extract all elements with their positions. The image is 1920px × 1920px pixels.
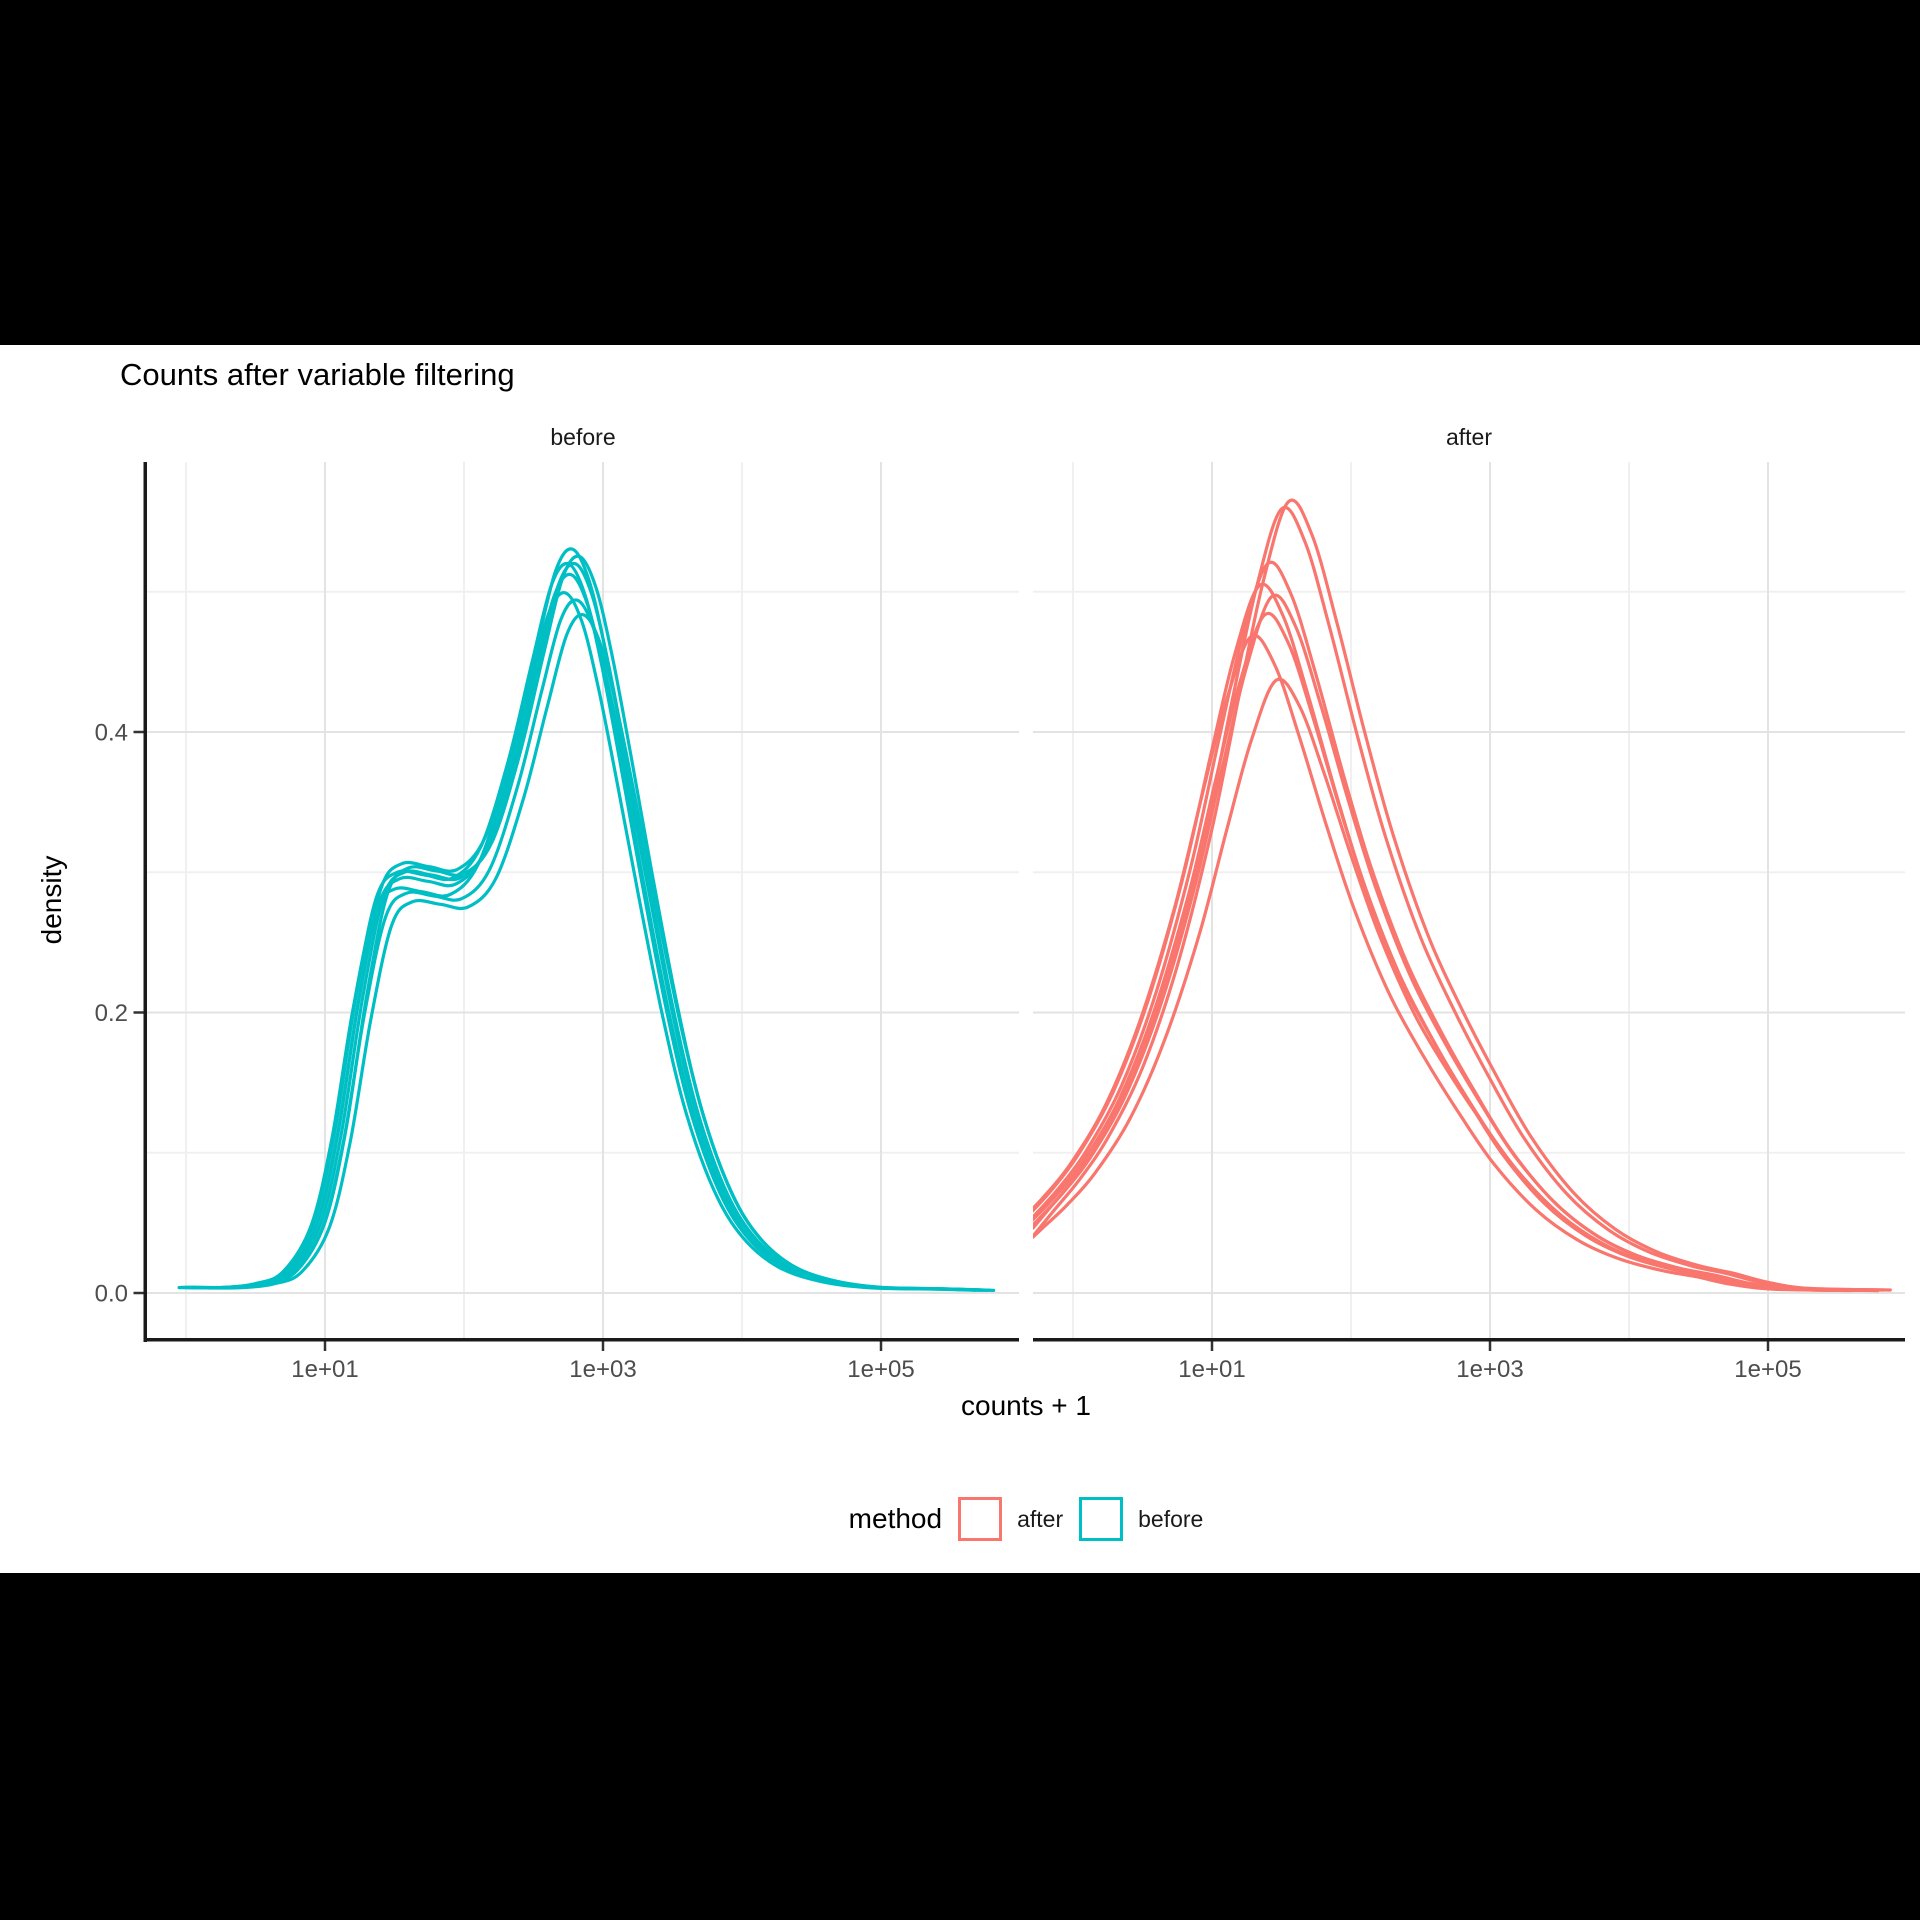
x-axis-line (143, 1338, 1019, 1342)
y-tick-label: 0.0 (95, 1281, 128, 1308)
density-curve-after-curve-2 (1033, 582, 1863, 1292)
facet-strip-after: after (1445, 424, 1493, 450)
x-tick-label: 1e+05 (1734, 1356, 1801, 1383)
facet-strip-before: before (550, 424, 616, 450)
legend-item-after: after (958, 1497, 1063, 1541)
plot-area: 1e+01 1e+03 1e+05 1e+01 1e+03 1e+05 0.0 0.2 0.4 (95, 462, 1905, 1383)
density-curve-before-curve-4 (184, 547, 985, 1292)
x-tick-label: 1e+01 (1178, 1356, 1245, 1383)
legend-item-before: before (1079, 1497, 1203, 1541)
density-curve-after-curve-4 (1033, 560, 1872, 1292)
plot-canvas: Counts after variable filtering before a… (0, 345, 1920, 1573)
legend: method after before (147, 1495, 1905, 1543)
density-curve-before-curve-1 (177, 591, 978, 1292)
density-curve-after-curve-6 (1033, 677, 1880, 1293)
density-curve-after-curve-3 (1033, 611, 1869, 1292)
x-axis-title: counts + 1 (961, 1390, 1091, 1421)
legend-key-after-swatch (958, 1497, 1003, 1541)
density-curve-before-curve-3 (183, 572, 983, 1292)
density-curve-after-curve-5 (1033, 593, 1876, 1292)
density-curve-before-curve-7 (191, 554, 991, 1292)
plot-title: Counts after variable filtering (120, 357, 515, 392)
facet-curves-after (1033, 498, 1892, 1293)
density-curve-before-curve-8 (195, 612, 996, 1292)
legend-label-before: before (1138, 1505, 1204, 1532)
density-curve-after-curve-7 (1033, 505, 1885, 1292)
x-tick-label: 1e+05 (847, 1356, 914, 1383)
density-curve-before-curve-6 (189, 598, 989, 1292)
x-tick-label: 1e+03 (1456, 1356, 1523, 1383)
density-curve-after-curve-1 (1033, 633, 1855, 1293)
legend-key-before-swatch (1079, 1497, 1124, 1541)
y-axis-title: density (36, 855, 67, 945)
x-axis-line (1033, 1338, 1905, 1342)
legend-label-after: after (1017, 1505, 1064, 1532)
x-tick-label: 1e+03 (569, 1356, 636, 1383)
density-curve-before-curve-2 (180, 561, 980, 1292)
x-tick-label: 1e+01 (291, 1356, 358, 1383)
y-tick-label: 0.2 (95, 1000, 128, 1027)
y-tick-label: 0.4 (95, 720, 128, 747)
density-curve-before-curve-5 (187, 561, 987, 1292)
facet-curves-before (177, 547, 996, 1292)
y-axis-line (143, 462, 147, 1342)
legend-title: method (848, 1503, 943, 1534)
density-curve-after-curve-8 (1033, 498, 1892, 1292)
